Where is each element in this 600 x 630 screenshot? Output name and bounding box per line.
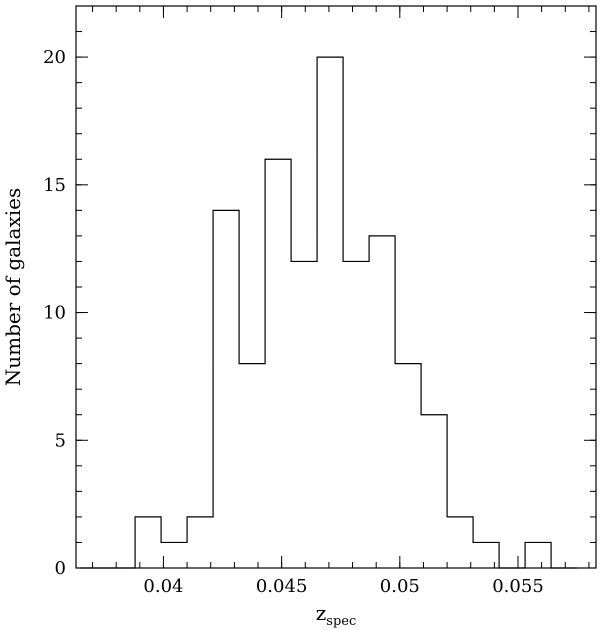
- x-axis-label-subscript: spec: [326, 614, 356, 629]
- x-axis-label: zspec: [316, 601, 357, 629]
- y-tick-label: 5: [55, 430, 66, 451]
- axis-ticks: [76, 5, 596, 569]
- y-tick-label: 15: [43, 175, 66, 196]
- x-tick-label: 0.055: [492, 576, 544, 597]
- y-axis-label: Number of galaxies: [1, 188, 25, 387]
- x-tick-label: 0.05: [380, 576, 420, 597]
- x-tick-label: 0.045: [256, 576, 308, 597]
- tick-labels: 0.04 0.045 0.05 0.055 0 5 10 15 20: [43, 47, 544, 597]
- x-tick-label: 0.04: [143, 576, 183, 597]
- histogram-outline: [80, 56, 578, 569]
- plot-frame: [75, 5, 597, 569]
- x-axis-label-main: z: [316, 601, 327, 625]
- y-tick-label: 20: [43, 47, 66, 68]
- y-tick-label: 10: [43, 303, 66, 324]
- y-tick-label: 0: [55, 558, 66, 579]
